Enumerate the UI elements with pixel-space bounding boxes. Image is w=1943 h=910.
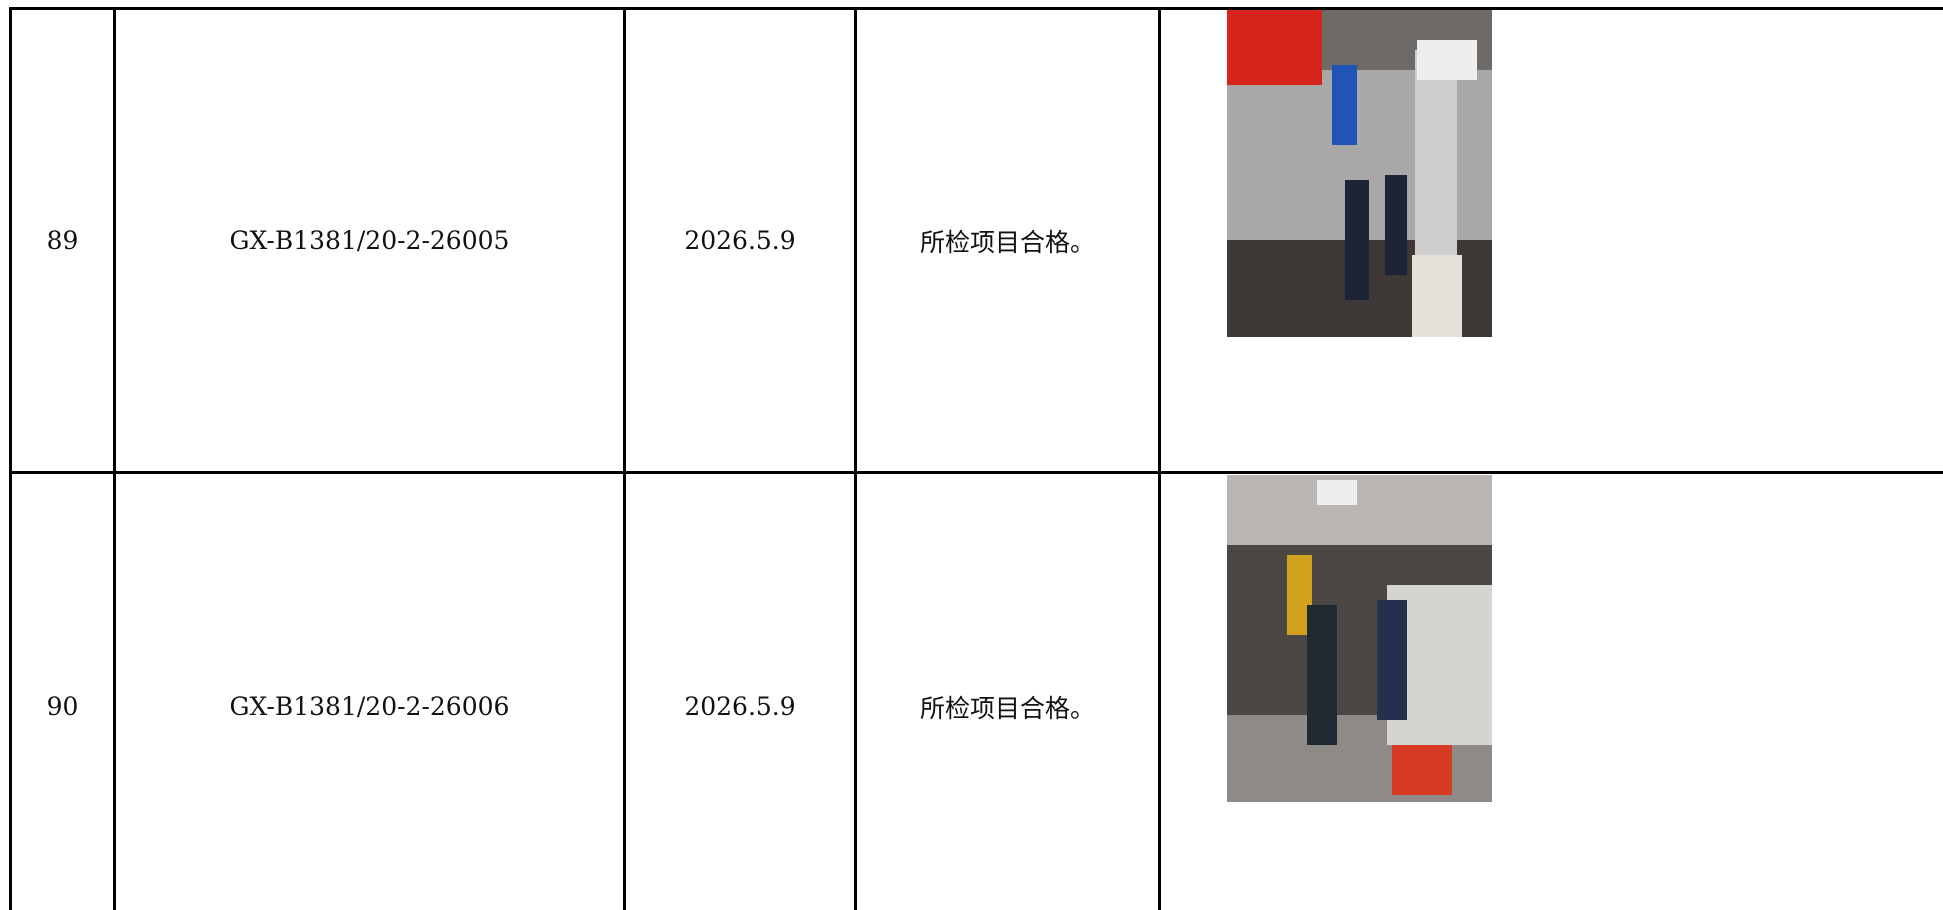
certificate-number: GX-B1381/20-2-26006 — [229, 692, 510, 721]
column-divider — [623, 7, 626, 910]
row-number: 89 — [46, 226, 79, 255]
column-divider — [854, 7, 857, 910]
column-divider — [9, 7, 12, 910]
column-divider — [113, 7, 116, 910]
table-border — [10, 7, 1943, 10]
inspection-date: 2026.5.9 — [684, 226, 796, 255]
inspection-photo — [1227, 10, 1492, 337]
inspection-result: 所检项目合格。 — [919, 693, 1095, 723]
row-divider — [10, 471, 1943, 474]
row-number: 90 — [46, 692, 79, 721]
column-divider — [1158, 7, 1161, 910]
inspection-photo — [1227, 475, 1492, 802]
certificate-number: GX-B1381/20-2-26005 — [229, 226, 510, 255]
inspection-result: 所检项目合格。 — [919, 227, 1095, 257]
inspection-date: 2026.5.9 — [684, 692, 796, 721]
